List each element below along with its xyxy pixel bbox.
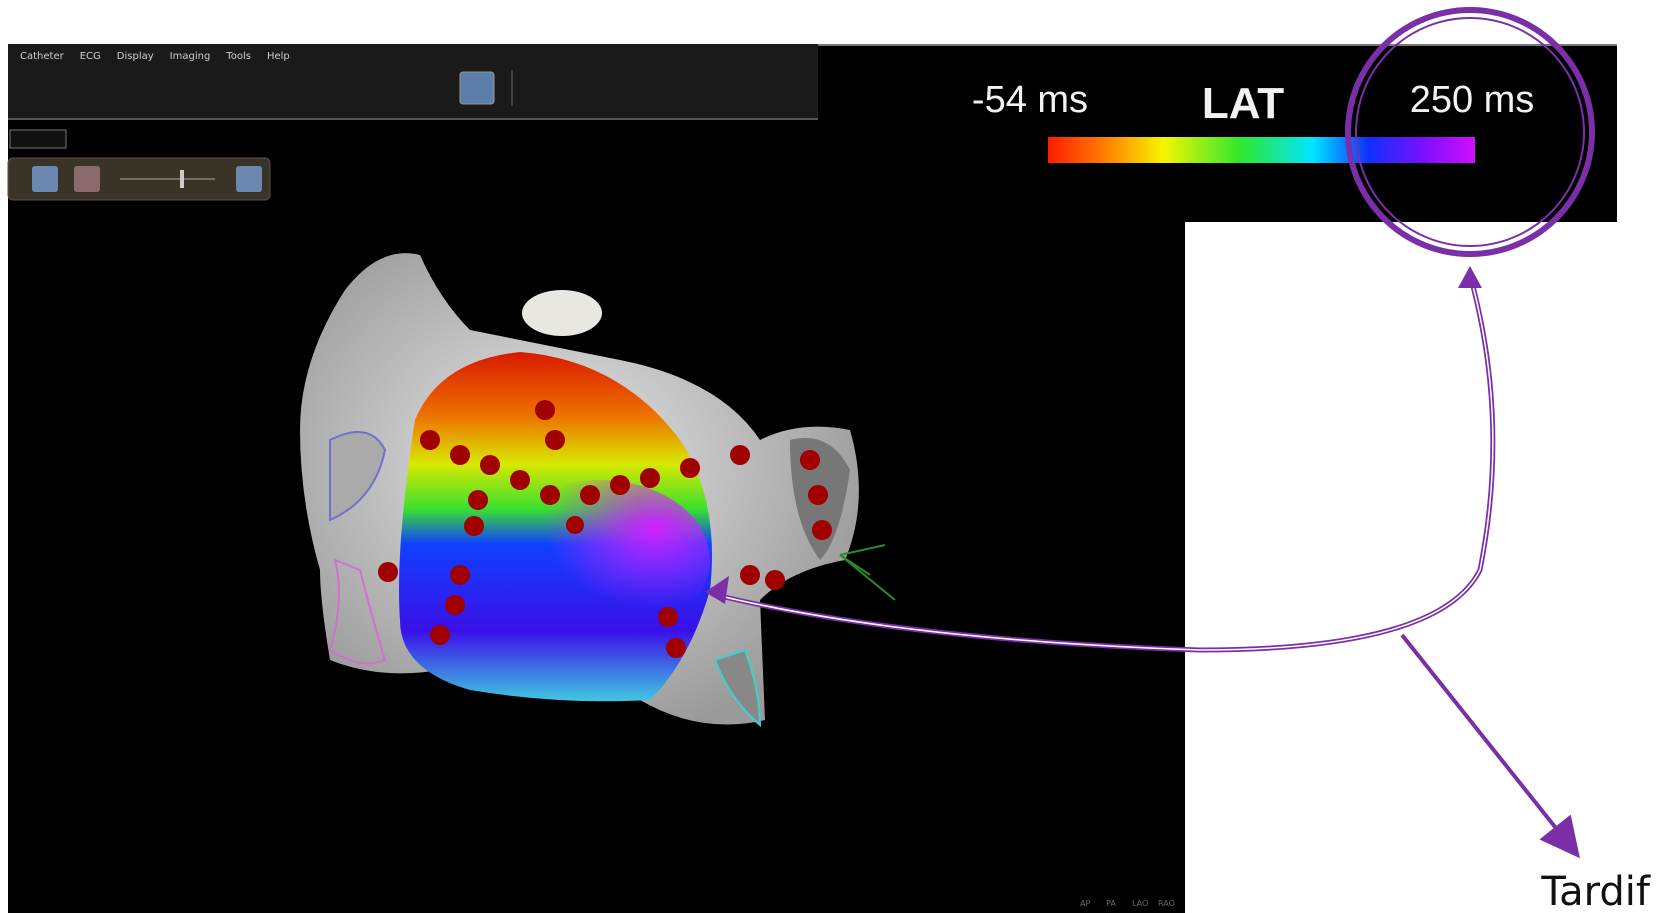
screenshot: Catheter ECG Display Imaging Tools Help -54 m… bbox=[0, 0, 1656, 913]
pointer-line bbox=[1402, 635, 1575, 852]
page: {"menu": {"items": ["Catheter", "ECG", "… bbox=[0, 0, 1656, 913]
menu-item[interactable]: Tools bbox=[225, 51, 251, 62]
legend-min: -54 ms bbox=[972, 79, 1088, 121]
menu-item[interactable]: Help bbox=[267, 51, 290, 62]
view-button[interactable]: AP bbox=[1080, 899, 1090, 908]
menu-item[interactable]: Display bbox=[117, 51, 154, 62]
tool-button[interactable] bbox=[74, 166, 100, 192]
legend-panel bbox=[818, 44, 1617, 222]
menu-item[interactable]: ECG bbox=[80, 51, 101, 62]
tool-button[interactable] bbox=[32, 166, 58, 192]
tool-button[interactable] bbox=[236, 166, 262, 192]
menu-item[interactable]: Imaging bbox=[170, 51, 211, 62]
legend-max: 250 ms bbox=[1410, 79, 1535, 121]
menu-item[interactable]: Catheter bbox=[20, 51, 65, 62]
view-button[interactable]: PA bbox=[1106, 899, 1116, 908]
dropdown[interactable] bbox=[10, 130, 66, 148]
annotation-label: Tardif bbox=[1540, 869, 1651, 913]
color-bar bbox=[1048, 137, 1475, 163]
camera-button[interactable] bbox=[460, 72, 494, 104]
view-button[interactable]: RAO bbox=[1158, 899, 1175, 908]
view-button[interactable]: LAO bbox=[1132, 899, 1148, 908]
legend-title: LAT bbox=[1202, 79, 1284, 128]
